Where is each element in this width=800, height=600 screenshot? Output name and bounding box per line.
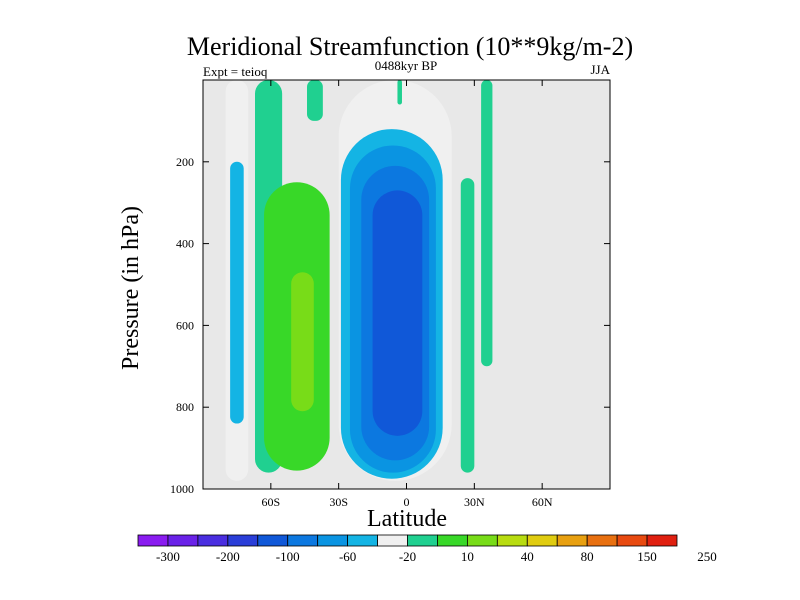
y-tick-label: 1000 bbox=[170, 482, 194, 496]
colorbar-swatch bbox=[586, 534, 618, 547]
subtitle-left: Expt = teioq bbox=[203, 64, 268, 79]
colorbar-swatch bbox=[526, 534, 558, 547]
y-tick-label: 800 bbox=[176, 400, 194, 414]
contour-region bbox=[372, 190, 423, 436]
x-tick-label: 60S bbox=[261, 495, 280, 509]
colorbar-swatch bbox=[137, 534, 169, 547]
contour-region bbox=[307, 80, 323, 121]
plot-area bbox=[202, 79, 611, 490]
subtitle-right: JJA bbox=[590, 62, 610, 77]
x-tick-label: 0 bbox=[404, 495, 410, 509]
contour-region bbox=[481, 80, 493, 367]
colorbar-label: 40 bbox=[521, 549, 534, 564]
colorbar-label: 10 bbox=[461, 549, 474, 564]
colorbar-label: 250 bbox=[697, 549, 717, 564]
colorbar-swatch bbox=[377, 534, 408, 547]
colorbar-label: -20 bbox=[399, 549, 416, 564]
x-tick-label: 30N bbox=[464, 495, 485, 509]
colorbar-swatch bbox=[227, 534, 259, 547]
colorbar: -300 -200 -100 -60 -20 10 40 80 150 250 bbox=[137, 534, 717, 564]
colorbar-label: 80 bbox=[581, 549, 594, 564]
colorbar-swatch bbox=[466, 534, 498, 547]
colorbar-swatch bbox=[556, 534, 588, 547]
contour-region bbox=[230, 161, 244, 424]
colorbar-label: -100 bbox=[276, 549, 300, 564]
colorbar-label: -300 bbox=[156, 549, 180, 564]
contour-region bbox=[460, 178, 475, 473]
x-tick-label: 30S bbox=[329, 495, 348, 509]
x-axis-label: Latitude bbox=[367, 506, 447, 532]
colorbar-swatch bbox=[437, 534, 468, 547]
colorbar-label: 150 bbox=[637, 549, 657, 564]
x-tick-label: 60N bbox=[532, 495, 553, 509]
colorbar-swatch bbox=[287, 534, 319, 547]
y-tick-label: 600 bbox=[176, 318, 194, 332]
contour-region bbox=[397, 80, 402, 105]
y-axis: 200 400 600 800 1000 bbox=[170, 155, 610, 496]
colorbar-swatch bbox=[616, 534, 648, 547]
y-axis-label: Pressure (in hPa) bbox=[118, 206, 144, 370]
colorbar-label: -200 bbox=[216, 549, 240, 564]
subtitle-center: 0488kyr BP bbox=[375, 58, 437, 73]
colorbar-swatch bbox=[197, 534, 229, 547]
colorbar-swatch bbox=[347, 534, 378, 547]
colorbar-swatch bbox=[317, 534, 349, 547]
colorbar-swatch bbox=[407, 534, 438, 547]
y-tick-label: 200 bbox=[176, 155, 194, 169]
chart-title: Meridional Streamfunction (10**9kg/m-2) bbox=[187, 32, 633, 61]
colorbar-swatch bbox=[167, 534, 199, 547]
colorbar-swatch bbox=[646, 534, 678, 547]
y-tick-label: 400 bbox=[176, 237, 194, 251]
contour-region bbox=[291, 272, 314, 412]
colorbar-swatch bbox=[257, 534, 289, 547]
colorbar-swatch bbox=[496, 534, 528, 547]
colorbar-label: -60 bbox=[339, 549, 356, 564]
x-axis: 60S 30S 0 30N 60N bbox=[261, 80, 553, 509]
